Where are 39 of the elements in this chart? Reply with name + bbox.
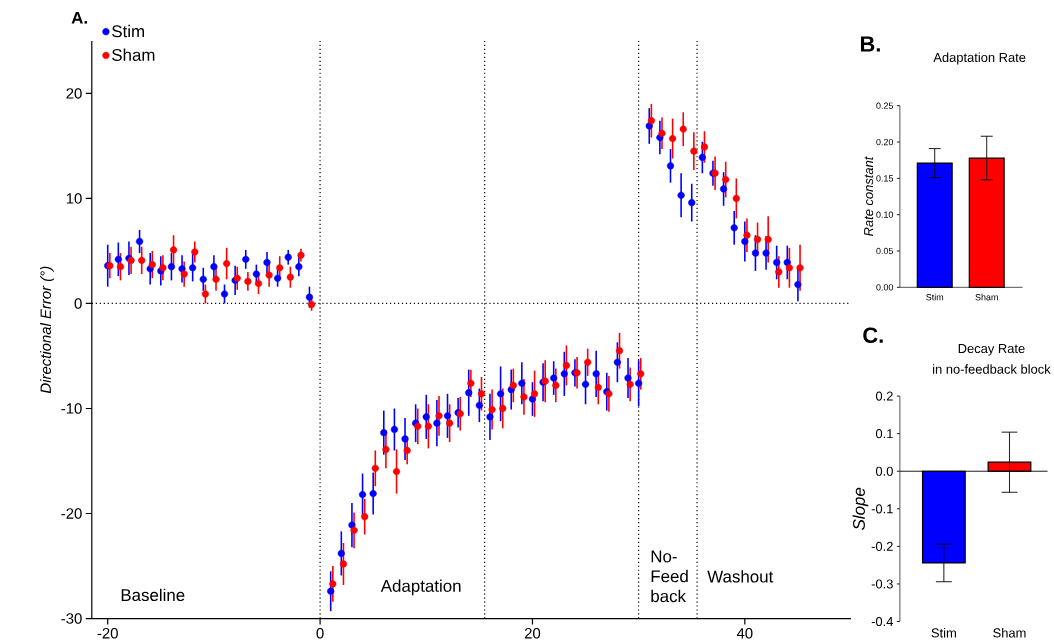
legend-label: Stim (112, 24, 144, 38)
y-tick-label: 20 (66, 87, 82, 99)
y-tick-label: -0.2 (871, 541, 893, 551)
x-tick-label: 40 (736, 627, 753, 639)
text: B. (860, 36, 880, 52)
chart-subtitle: in no-feedback block (933, 364, 1051, 374)
annotation: Baseline (121, 588, 185, 601)
y-axis-title: Directional Error (°) (40, 266, 54, 393)
y-tick-label: 0.0 (875, 466, 893, 476)
y-tick-label: -10 (61, 402, 82, 414)
y-tick-label: -30 (61, 613, 82, 624)
x-tick-label: Sham (993, 627, 1026, 638)
annotation: Adaptation (380, 579, 461, 595)
annotation: No-Feed back (651, 550, 688, 602)
y-tick-label: -0.3 (871, 579, 893, 589)
chart-title: Adaptation Rate (933, 52, 1026, 65)
y-tick-label: -0.4 (871, 616, 894, 626)
y-tick-label: 0.1 (875, 428, 893, 438)
y-tick-label: 0.00 (876, 283, 894, 291)
y-tick-label: 0.2 (875, 391, 893, 401)
y-tick-label: -20 (61, 508, 82, 519)
x-tick-label: 20 (524, 627, 541, 639)
y-axis-title: Rate constant (864, 156, 874, 236)
y-tick-label: 0.10 (876, 211, 894, 218)
y-axis-title: Slope (852, 487, 869, 530)
y-tick-label: 0.15 (876, 174, 894, 182)
y-tick-label: -0.1 (871, 503, 893, 514)
text: A. (71, 11, 87, 24)
x-tick-label: -20 (97, 627, 118, 639)
chart-title: Decay Rate (958, 343, 1025, 356)
y-tick-label: 0.05 (876, 247, 894, 254)
annotation: Washout (707, 569, 774, 583)
text: C. (863, 327, 883, 343)
y-tick-label: 10 (66, 192, 82, 204)
x-tick-label: 0 (316, 627, 324, 639)
x-tick-label: Stim (931, 627, 956, 638)
y-tick-label: 0.25 (876, 102, 894, 109)
y-tick-label: 0.20 (876, 138, 894, 145)
legend-label: Sham (112, 48, 155, 61)
